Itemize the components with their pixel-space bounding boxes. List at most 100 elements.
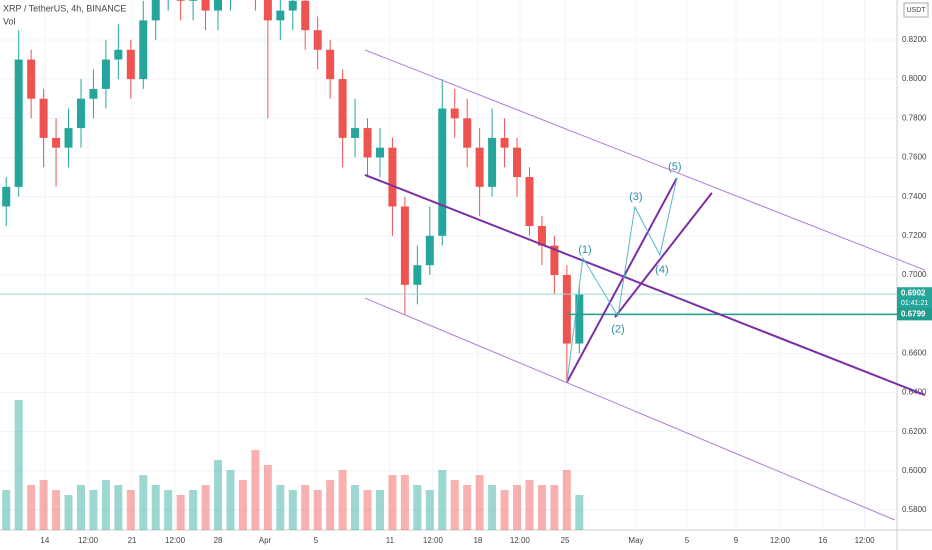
candle-body (375, 147, 384, 158)
candle-body (463, 118, 472, 148)
volume-bar (550, 485, 559, 530)
volume-bar (326, 480, 335, 530)
candle-body (562, 274, 571, 344)
volume-bar (251, 450, 260, 530)
candle-body (313, 30, 322, 50)
candle-body (550, 245, 559, 275)
candle-body (27, 59, 36, 99)
candle-body (89, 88, 98, 99)
y-tick-label: 0.7800 (902, 113, 927, 122)
trend-line (364, 297, 896, 521)
volume-bar (537, 485, 546, 530)
y-tick-label: 0.7400 (902, 192, 927, 201)
countdown: 01:41:21 (901, 300, 928, 307)
y-tick-label: 0.7000 (902, 270, 927, 279)
wave-label: (1) (578, 244, 591, 256)
volume-bar (238, 480, 247, 530)
y-tick-label: 0.6600 (902, 348, 927, 357)
y-tick-label: 0.7600 (902, 153, 927, 162)
x-tick-label: 12:00 (165, 536, 186, 545)
volume-bar (39, 480, 48, 530)
volume-bar (288, 490, 297, 530)
candle-body (425, 235, 434, 266)
candle-body (400, 206, 409, 285)
candle-body (326, 49, 335, 80)
volume-bar (488, 485, 497, 530)
x-tick-label: 12:00 (423, 536, 444, 545)
volume-bar (313, 490, 322, 530)
candle-body (525, 177, 534, 227)
volume-bar (438, 470, 447, 530)
volume-bar (562, 470, 571, 530)
candle-body (488, 137, 497, 187)
volume-bar (139, 475, 148, 530)
x-tick-label: 28 (214, 536, 223, 545)
x-tick-label: 5 (314, 536, 319, 545)
currency-box[interactable] (903, 2, 929, 18)
level-tag (897, 308, 932, 321)
candle-body (537, 226, 546, 246)
y-tick-label: 0.6000 (902, 466, 927, 475)
trend-line (364, 49, 926, 271)
x-tick-label: 11 (386, 536, 395, 545)
x-tick-label: 12:00 (855, 536, 876, 545)
candle-body (575, 294, 584, 344)
y-tick-label: 0.7200 (902, 231, 927, 240)
volume-bar (375, 490, 384, 530)
candle-body (438, 108, 447, 236)
candle-body (276, 10, 285, 21)
price-tag-label: 0.6902 (901, 288, 926, 297)
volume-bar (101, 480, 110, 530)
volume-bar (525, 480, 534, 530)
y-tick-label: 0.5800 (902, 505, 927, 514)
candle-body (201, 0, 210, 11)
currency: USDT (906, 7, 926, 14)
x-tick-label: 5 (685, 536, 690, 545)
candle-body (450, 108, 459, 119)
x-tick-label: Apr (259, 536, 272, 545)
volume-bar (413, 485, 422, 530)
volume-bar (513, 485, 522, 530)
candle-body (76, 98, 85, 129)
candle-body (114, 49, 123, 60)
volume-bar (176, 495, 185, 530)
volume-bar (64, 495, 73, 530)
level-tag-label: 0.6799 (901, 309, 926, 318)
y-tick-label: 0.8200 (902, 35, 927, 44)
trend-line (364, 173, 926, 396)
volume-bar (363, 490, 372, 530)
y-tick-label: 0.6200 (902, 427, 927, 436)
candle-body (388, 147, 397, 207)
trend-line (614, 192, 713, 318)
wave-label: (2) (611, 324, 624, 336)
volume-bar (351, 485, 360, 530)
candle-body (52, 137, 61, 148)
volume-bar (2, 490, 11, 530)
candle-body (126, 49, 135, 80)
x-tick-label: 9 (734, 536, 739, 545)
candle-body (64, 128, 73, 148)
candle-body (39, 98, 48, 138)
volume-bar (450, 480, 459, 530)
trend-line (566, 177, 678, 383)
volume-bar (164, 490, 173, 530)
candle-body (176, 0, 185, 1)
x-tick-label: 25 (561, 536, 570, 545)
volume-bar (114, 485, 123, 530)
volume-bar (400, 475, 409, 530)
volume-bar (189, 490, 198, 530)
x-tick-label: 21 (128, 536, 137, 545)
candle-body (101, 59, 110, 89)
volume-bar (14, 400, 23, 530)
x-tick-label: 12:00 (770, 536, 791, 545)
candle-body (214, 0, 223, 11)
volume-title: Vol (3, 16, 16, 26)
x-tick-label: 12:00 (510, 536, 531, 545)
volume-bar (263, 465, 272, 530)
volume-bar (475, 475, 484, 530)
trend-line (566, 177, 678, 383)
candle-body (351, 128, 360, 138)
candle-body (189, 0, 198, 1)
volume-bar (301, 485, 310, 530)
